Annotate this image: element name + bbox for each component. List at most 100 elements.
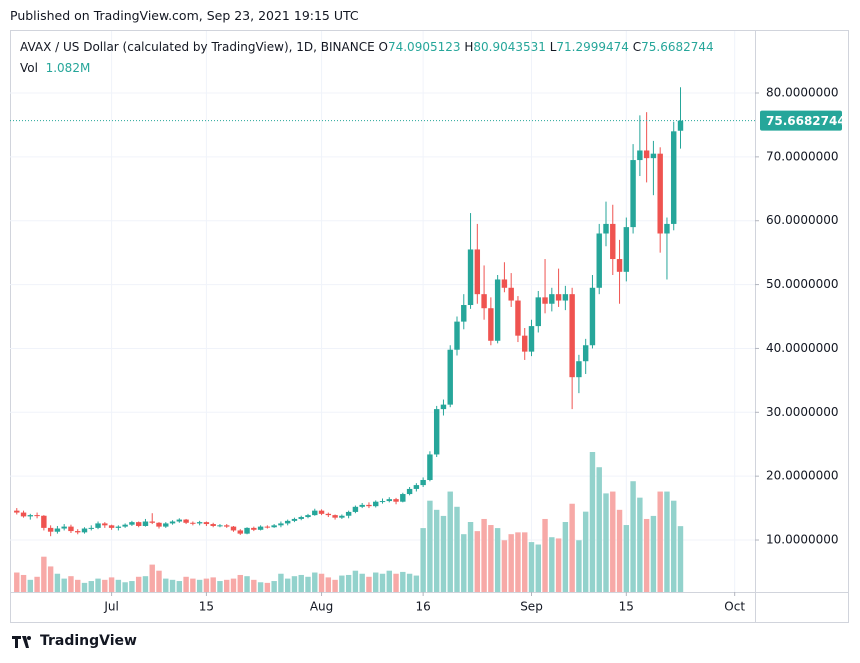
- candle-body: [345, 511, 352, 516]
- candle-body: [427, 454, 433, 480]
- candle-body: [108, 525, 115, 528]
- candle-body: [603, 223, 609, 234]
- y-tick-label: 50.0000000: [766, 277, 839, 291]
- candle-body: [596, 233, 602, 288]
- candle-body: [237, 530, 243, 534]
- candle-body: [129, 522, 135, 525]
- volume-bar: [312, 572, 318, 592]
- volume-bar: [650, 515, 657, 592]
- candle-body: [610, 223, 616, 260]
- volume-bar: [129, 581, 135, 592]
- candle-body: [528, 326, 535, 352]
- y-tick-label: 70.0000000: [766, 149, 839, 163]
- ohlc-label: O: [378, 40, 388, 54]
- volume-bar: [345, 574, 352, 592]
- candle-body: [318, 510, 325, 514]
- candle-body: [508, 287, 514, 301]
- volume-bar: [366, 576, 372, 592]
- candle-body: [203, 522, 210, 525]
- candle-body: [284, 520, 291, 524]
- volume-bar: [27, 579, 34, 592]
- candle-body: [637, 150, 643, 161]
- volume-bar: [34, 576, 40, 592]
- candle-body: [359, 504, 365, 507]
- candle-body: [54, 528, 61, 532]
- volume-bar: [244, 576, 250, 592]
- volume-bar: [163, 578, 169, 592]
- volume-bar: [535, 544, 541, 592]
- volume-bar: [75, 579, 81, 592]
- candle-body: [616, 259, 623, 272]
- volume-bar: [447, 491, 453, 592]
- volume-bar: [481, 518, 487, 592]
- candle-body: [501, 279, 508, 288]
- volume-bar: [14, 572, 20, 592]
- candle-body: [569, 294, 575, 378]
- volume-bar: [433, 509, 440, 592]
- candle-body: [135, 522, 142, 526]
- volume-bar: [20, 574, 27, 592]
- volume-bar: [549, 537, 555, 592]
- ohlc-label: C: [632, 40, 642, 54]
- volume-bar: [461, 534, 467, 592]
- candle-body: [264, 526, 271, 528]
- volume-bar: [230, 578, 237, 592]
- candle-body: [582, 345, 589, 362]
- candle-body: [61, 526, 67, 529]
- volume-bar: [251, 579, 257, 592]
- x-tick-label: 16: [415, 600, 430, 614]
- chart-frame: [10, 30, 849, 623]
- volume-bar: [47, 566, 54, 592]
- candle-body: [325, 513, 332, 516]
- candle-body: [352, 506, 359, 512]
- volume-bar: [68, 576, 74, 592]
- volume-bar: [81, 582, 88, 592]
- candle-body: [474, 249, 481, 295]
- candle-body: [677, 120, 684, 131]
- volume-bar: [671, 500, 677, 592]
- candle-body: [542, 297, 548, 304]
- volume-bar: [406, 573, 413, 592]
- candle-body: [291, 518, 298, 521]
- candle-body: [400, 494, 406, 502]
- candle-body: [522, 335, 528, 352]
- y-tick-label: 40.0000000: [766, 341, 839, 355]
- candle-body: [41, 515, 47, 528]
- volume-bar: [217, 581, 223, 592]
- volume-bar: [169, 579, 176, 592]
- symbol-header: AVAX / US Dollar (calculated by TradingV…: [20, 40, 742, 54]
- volume-header: Vol 1.082M: [20, 61, 90, 75]
- volume-bar: [637, 497, 643, 592]
- volume-bar: [427, 500, 433, 592]
- volume-bar: [420, 528, 426, 592]
- candle-body: [34, 515, 40, 517]
- volume-bar: [488, 525, 494, 592]
- volume-bar: [264, 582, 271, 592]
- candle-body: [305, 515, 311, 518]
- volume-bar: [393, 573, 399, 592]
- candle-body: [488, 308, 494, 341]
- volume-bar: [555, 538, 562, 592]
- volume-bar: [339, 575, 345, 592]
- candle-body: [386, 499, 392, 502]
- candle-body: [224, 525, 230, 527]
- volume-bar: [501, 540, 508, 592]
- volume-bar: [379, 573, 386, 592]
- candle-body: [643, 150, 650, 159]
- candle-body: [14, 510, 20, 513]
- x-tick-label: Aug: [310, 600, 333, 614]
- candle-body: [454, 321, 460, 350]
- candle-body: [278, 523, 284, 526]
- volume-bar: [122, 582, 128, 592]
- volume-bar: [508, 534, 514, 592]
- candles: [14, 87, 684, 537]
- volume-bar: [616, 509, 623, 592]
- volume-bar: [603, 493, 609, 592]
- candle-body: [81, 528, 88, 533]
- ohlc-value: 75.6682744: [641, 40, 714, 54]
- volume-bar: [291, 576, 298, 592]
- x-tick-label: Oct: [724, 600, 745, 614]
- volume-bar: [203, 578, 210, 592]
- symbol-title: AVAX / US Dollar (calculated by TradingV…: [20, 40, 375, 54]
- candle-body: [623, 227, 630, 272]
